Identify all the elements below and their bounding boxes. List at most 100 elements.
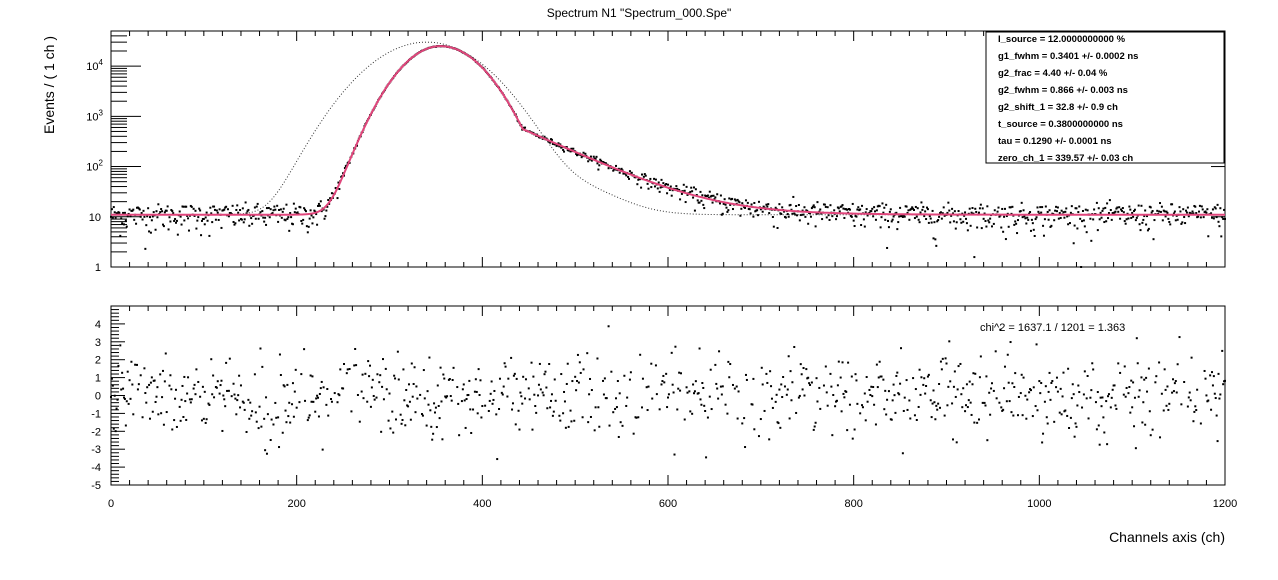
residual-point (964, 410, 967, 413)
data-point (948, 209, 951, 212)
residual-point (436, 384, 439, 387)
residual-point (524, 397, 527, 400)
residual-point (825, 391, 828, 394)
data-point (308, 217, 311, 220)
residual-point (981, 401, 984, 404)
residual-point (769, 370, 772, 373)
residual-point (1049, 398, 1052, 401)
data-point (627, 175, 630, 178)
residual-point (936, 408, 939, 411)
residual-point (926, 375, 929, 378)
residual-point (770, 385, 773, 388)
residual-point (1107, 395, 1110, 398)
residual-point (720, 393, 723, 396)
data-point (793, 212, 796, 215)
data-point (246, 210, 249, 213)
residual-point (818, 386, 821, 389)
residual-point (587, 421, 590, 424)
data-point (549, 141, 552, 144)
data-point (1173, 210, 1176, 213)
residual-point (213, 396, 216, 399)
data-point (1144, 209, 1147, 212)
residual-point (110, 377, 113, 380)
data-point (304, 208, 307, 211)
residual-point (854, 373, 857, 376)
data-point (1176, 218, 1179, 221)
data-point (1215, 216, 1218, 219)
data-point (575, 152, 578, 155)
residual-point (1001, 409, 1004, 412)
data-point (337, 181, 340, 184)
data-point (1223, 208, 1226, 211)
residual-point (243, 408, 246, 411)
data-point (946, 211, 949, 214)
data-point (914, 205, 917, 208)
residual-point (900, 347, 903, 350)
data-point (833, 209, 836, 212)
data-point (1044, 205, 1047, 208)
data-point (1083, 225, 1086, 228)
residual-point (187, 376, 190, 379)
residual-point (128, 379, 131, 382)
residual-point (1209, 374, 1212, 377)
data-point (141, 218, 144, 221)
data-point (618, 171, 621, 174)
data-point (1105, 220, 1108, 223)
data-point (780, 212, 783, 215)
data-point (169, 220, 172, 223)
data-point (718, 202, 721, 205)
data-point (1098, 218, 1101, 221)
residual-point (119, 344, 122, 347)
data-point (1068, 222, 1071, 225)
data-point (816, 201, 819, 204)
residual-point (419, 393, 422, 396)
residual-point (355, 364, 358, 367)
data-point (965, 222, 968, 225)
residual-point (641, 406, 644, 409)
residual-point (131, 383, 134, 386)
data-point (900, 214, 903, 217)
data-point (724, 203, 727, 206)
residual-point (795, 411, 798, 414)
residual-point (254, 411, 257, 414)
data-point (112, 206, 115, 209)
data-point (722, 202, 725, 205)
residual-point (375, 396, 378, 399)
data-point (887, 226, 890, 229)
residual-point (1050, 381, 1053, 384)
residual-point (650, 362, 653, 365)
residual-point (665, 372, 668, 375)
residual-point (1067, 367, 1070, 370)
residual-point (170, 388, 173, 391)
data-point (971, 207, 974, 210)
residual-point (1026, 398, 1029, 401)
data-point (1011, 205, 1014, 208)
data-point (303, 207, 306, 210)
residual-point (970, 413, 973, 416)
data-point (792, 195, 795, 198)
data-point (178, 210, 181, 213)
residual-point (688, 390, 691, 393)
residual-point (899, 382, 902, 385)
residual-point (1164, 388, 1167, 391)
fit-curve (111, 45, 1225, 216)
data-point (698, 201, 701, 204)
residual-point (1130, 379, 1133, 382)
residual-point (1145, 376, 1148, 379)
residual-point (315, 397, 318, 400)
data-point (318, 204, 321, 207)
residual-point (757, 435, 760, 438)
residual-point (847, 361, 850, 364)
residual-point (905, 379, 908, 382)
data-point (951, 212, 954, 215)
residual-point (212, 374, 215, 377)
residual-point (843, 396, 846, 399)
data-point (982, 217, 985, 220)
residual-point (1168, 402, 1171, 405)
y-tick-label: -1 (91, 408, 101, 420)
residual-point (686, 391, 689, 394)
residual-point (270, 418, 273, 421)
residual-point (971, 383, 974, 386)
residual-point (954, 395, 957, 398)
